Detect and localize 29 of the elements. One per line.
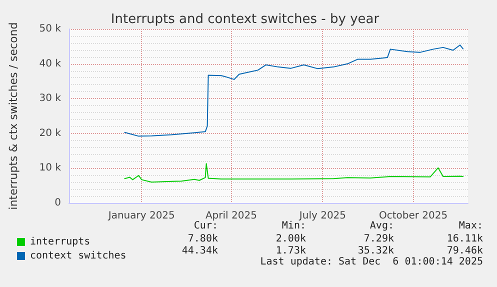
x-tick-label: July 2025 — [298, 210, 346, 222]
text: 2.00k — [276, 234, 306, 244]
y-tick-label: 20 k — [39, 128, 62, 139]
line-series — [124, 163, 464, 183]
text: 35.32k — [358, 246, 394, 256]
y-tick-label: 0 — [54, 198, 61, 208]
text: Max: — [458, 220, 483, 232]
y-tick-label: 30 k — [39, 93, 62, 104]
y-tick-label: 40 k — [39, 58, 62, 70]
y-tick-label: 50 k — [39, 24, 62, 34]
text: 16.11k — [446, 234, 483, 244]
text: 1.73k — [276, 246, 306, 256]
text: 79.46k — [446, 246, 483, 256]
text: 7.80k — [188, 234, 218, 244]
text: Cur: — [194, 220, 218, 232]
text: 44.34k — [182, 246, 218, 256]
y-tick-label: 10 k — [39, 162, 62, 174]
text: Min: — [282, 220, 306, 232]
line-series — [124, 44, 464, 137]
text: Last update: Sat Dec 6 01:00:14 2025 — [260, 256, 483, 268]
text: Avg: — [370, 220, 394, 232]
x-tick-label: April 2025 — [205, 210, 257, 222]
y-axis-title: interrupts & ctx switches / second — [7, 22, 20, 210]
legend-label: context switches — [30, 250, 126, 262]
x-tick-label: January 2025 — [107, 210, 175, 222]
x-tick-label: October 2025 — [378, 210, 448, 222]
legend-label: interrupts — [30, 236, 90, 248]
text: 7.29k — [364, 234, 394, 244]
chart-title: Interrupts and context switches - by year — [110, 12, 380, 27]
